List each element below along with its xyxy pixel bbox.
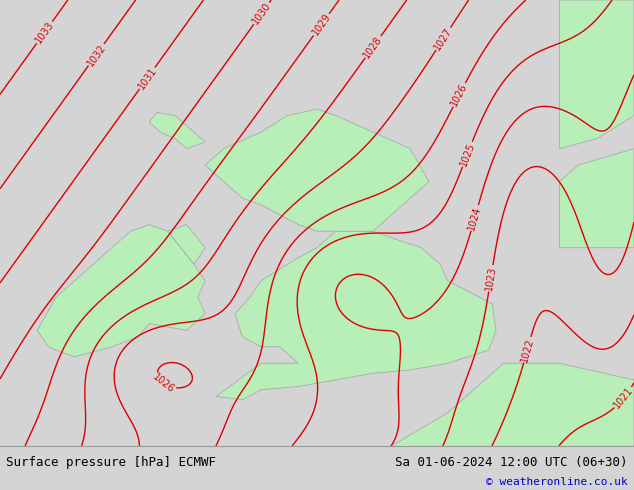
Text: 1024: 1024 bbox=[467, 205, 483, 231]
Text: 1030: 1030 bbox=[250, 0, 273, 26]
Text: 1026: 1026 bbox=[449, 82, 469, 108]
Text: 1025: 1025 bbox=[458, 141, 477, 168]
Text: 1033: 1033 bbox=[34, 20, 56, 45]
Text: 1027: 1027 bbox=[432, 26, 454, 52]
Text: 1026: 1026 bbox=[151, 372, 176, 395]
Text: 1021: 1021 bbox=[612, 385, 634, 411]
Text: 1032: 1032 bbox=[85, 42, 108, 68]
Polygon shape bbox=[216, 231, 496, 400]
Text: 1029: 1029 bbox=[310, 12, 333, 38]
Text: 1028: 1028 bbox=[362, 34, 384, 60]
Text: Surface pressure [hPa] ECMWF: Surface pressure [hPa] ECMWF bbox=[6, 456, 216, 469]
Polygon shape bbox=[559, 0, 634, 148]
Polygon shape bbox=[205, 109, 429, 231]
Polygon shape bbox=[149, 112, 205, 148]
Polygon shape bbox=[168, 224, 205, 264]
Polygon shape bbox=[559, 148, 634, 248]
Text: Sa 01-06-2024 12:00 UTC (06+30): Sa 01-06-2024 12:00 UTC (06+30) bbox=[395, 456, 628, 469]
Polygon shape bbox=[224, 363, 634, 463]
Text: 1023: 1023 bbox=[484, 265, 498, 291]
Text: 1022: 1022 bbox=[519, 337, 536, 363]
Text: © weatheronline.co.uk: © weatheronline.co.uk bbox=[486, 477, 628, 487]
Text: 1031: 1031 bbox=[136, 65, 158, 91]
Polygon shape bbox=[37, 224, 205, 357]
